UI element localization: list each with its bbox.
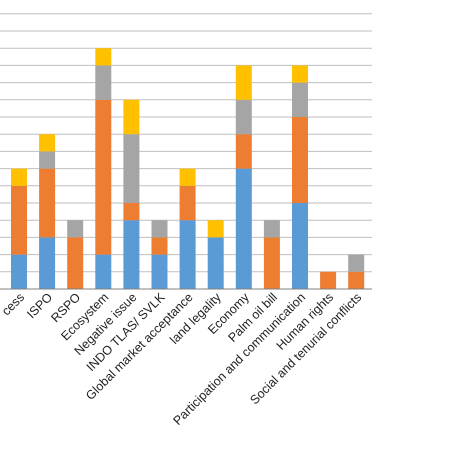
bar-segment-4	[39, 134, 56, 152]
bar-segment-3	[123, 134, 140, 203]
bar-segment-3	[95, 65, 112, 100]
bar-segment-1	[123, 220, 140, 289]
bar-segment-2	[263, 237, 280, 289]
bar-segment-3	[348, 254, 365, 272]
bar-segment-1	[151, 254, 168, 289]
x-tick-label: cess	[0, 290, 27, 318]
bar-segment-2	[123, 203, 140, 221]
bar-segment-4	[11, 168, 27, 186]
bar-segment-1	[11, 254, 27, 289]
bar-segment-1	[235, 168, 252, 289]
bar-segment-2	[67, 237, 84, 289]
bar-segment-2	[11, 185, 27, 255]
bar-segment-2	[179, 185, 196, 221]
bar-segment-1	[39, 237, 56, 289]
bar-segment-4	[292, 65, 308, 83]
bar-segment-2	[235, 134, 252, 169]
bar-segment-4	[235, 65, 252, 100]
bar-segment-2	[292, 117, 308, 203]
bar-segment-3	[151, 220, 168, 238]
bar-segment-3	[39, 151, 56, 169]
bar-segment-2	[348, 271, 365, 289]
bar-segment-3	[292, 82, 308, 117]
bar-segment-1	[292, 203, 308, 289]
bar-segment-4	[179, 168, 196, 186]
bar-segment-4	[95, 48, 112, 66]
bar-segment-4	[123, 99, 140, 135]
bar-segment-1	[95, 254, 112, 289]
bar-segment-3	[67, 220, 84, 238]
bar-segment-4	[207, 220, 224, 238]
bar-segment-2	[95, 99, 112, 255]
bar-segment-3	[235, 99, 252, 135]
bar-segment-1	[179, 220, 196, 289]
bar-segment-2	[320, 271, 337, 289]
bar-segment-2	[39, 168, 56, 238]
bars	[11, 48, 365, 289]
bar-segment-2	[151, 237, 168, 255]
bar-segment-3	[263, 220, 280, 238]
bar-segment-1	[207, 237, 224, 289]
